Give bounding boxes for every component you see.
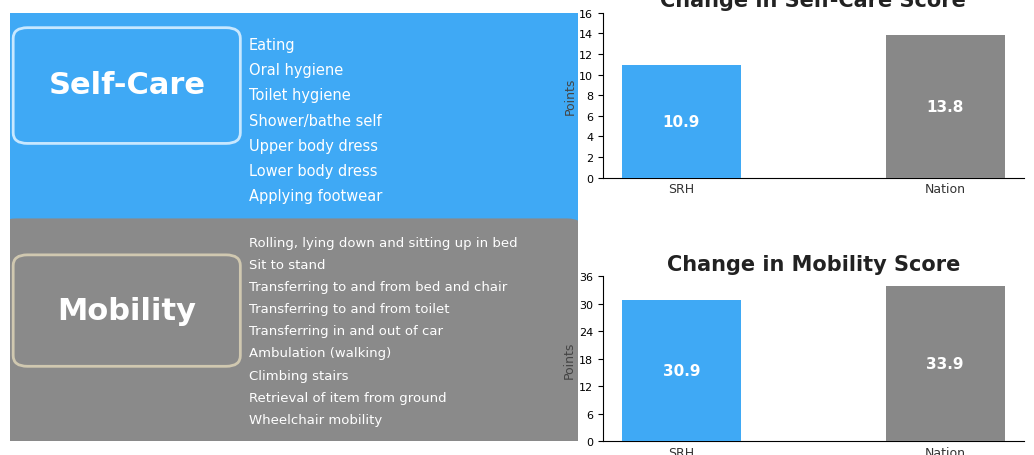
Text: Mobility: Mobility [57, 297, 196, 325]
Text: Toilet hygiene: Toilet hygiene [249, 88, 351, 103]
Text: Transferring to and from bed and chair: Transferring to and from bed and chair [249, 280, 507, 293]
Bar [886, 287, 1005, 441]
Text: Lower body dress: Lower body dress [249, 163, 377, 178]
Text: 10.9: 10.9 [663, 115, 700, 130]
FancyBboxPatch shape [13, 29, 240, 144]
Bar [622, 66, 740, 178]
Y-axis label: Points: Points [564, 340, 576, 378]
Bar [622, 300, 740, 441]
Title: Change in Self-Care Score: Change in Self-Care Score [661, 0, 966, 11]
Text: Transferring to and from toilet: Transferring to and from toilet [249, 303, 450, 315]
Title: Change in Mobility Score: Change in Mobility Score [667, 254, 960, 274]
Text: Eating: Eating [249, 38, 296, 53]
FancyBboxPatch shape [0, 219, 584, 450]
Text: Oral hygiene: Oral hygiene [249, 63, 343, 78]
Y-axis label: Points: Points [564, 77, 576, 115]
Text: Sit to stand: Sit to stand [249, 258, 326, 271]
Text: 13.8: 13.8 [926, 100, 964, 115]
Text: Self-Care: Self-Care [49, 71, 206, 100]
Text: Wheelchair mobility: Wheelchair mobility [249, 413, 383, 426]
Text: Ambulation (walking): Ambulation (walking) [249, 347, 391, 359]
Text: Shower/bathe self: Shower/bathe self [249, 113, 382, 128]
Text: Rolling, lying down and sitting up in bed: Rolling, lying down and sitting up in be… [249, 236, 517, 249]
FancyBboxPatch shape [13, 255, 240, 367]
Text: Transferring in and out of car: Transferring in and out of car [249, 324, 443, 338]
Bar [886, 36, 1005, 178]
Text: Retrieval of item from ground: Retrieval of item from ground [249, 391, 447, 404]
Text: Climbing stairs: Climbing stairs [249, 369, 348, 382]
Text: Applying footwear: Applying footwear [249, 188, 383, 203]
Text: 30.9: 30.9 [663, 363, 700, 378]
FancyBboxPatch shape [0, 10, 584, 232]
Text: 33.9: 33.9 [926, 356, 964, 371]
Text: Upper body dress: Upper body dress [249, 138, 377, 153]
